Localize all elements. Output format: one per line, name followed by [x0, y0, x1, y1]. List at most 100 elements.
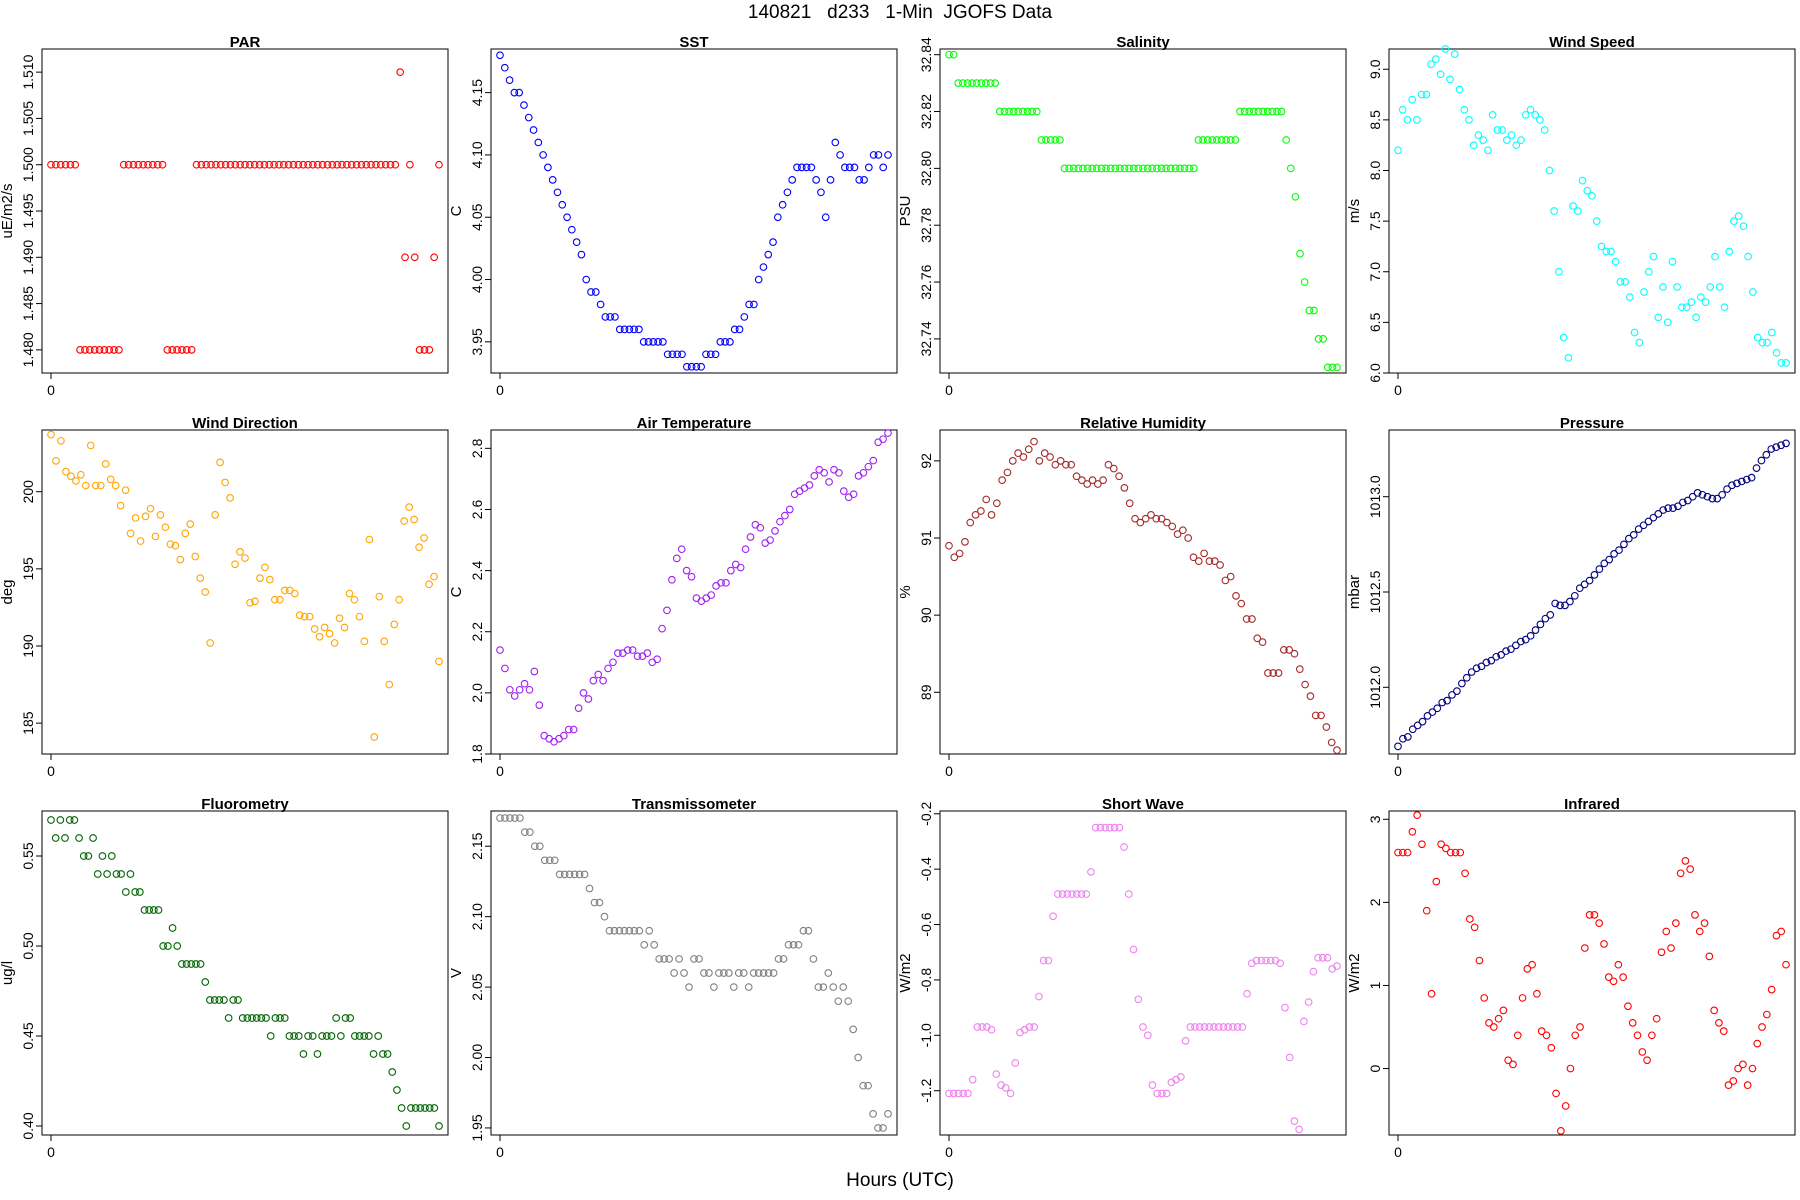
data-point [1083, 480, 1092, 488]
y-tick-label: 4.10 [469, 141, 485, 168]
data-point [1662, 927, 1671, 936]
data-point [850, 163, 859, 172]
data-point [805, 481, 814, 489]
data-point [1203, 136, 1212, 144]
y-tick-label: 1012.0 [1367, 666, 1383, 709]
data-point [154, 906, 163, 914]
data-point [1319, 335, 1327, 343]
data-point [1605, 555, 1614, 564]
data-point [1667, 944, 1675, 952]
data-point [1659, 506, 1668, 514]
data-point [1674, 502, 1682, 511]
data-point [1327, 738, 1336, 747]
data-point [1077, 890, 1086, 898]
data-point [1060, 164, 1069, 173]
data-point [231, 560, 239, 569]
data-point [126, 870, 135, 878]
data-point [572, 238, 581, 247]
data-point [971, 511, 980, 519]
data-point [998, 476, 1007, 484]
data-point [954, 79, 963, 87]
data-point [1442, 844, 1450, 853]
data-point [1698, 490, 1707, 499]
data-point [1025, 1023, 1034, 1031]
data-point [835, 468, 843, 477]
data-point [1767, 985, 1776, 994]
data-point [1065, 164, 1073, 173]
data-point [1724, 1081, 1733, 1090]
data-point [614, 649, 622, 657]
data-point [746, 533, 755, 541]
y-tick-label: 190 [20, 634, 36, 658]
plot-frame [1388, 429, 1796, 755]
data-point [530, 667, 539, 676]
data-point [1096, 823, 1105, 832]
data-point [839, 983, 848, 991]
data-point [860, 175, 868, 184]
data-point [568, 225, 576, 234]
data-point [166, 540, 175, 549]
data-point [206, 639, 215, 647]
data-point [506, 814, 514, 822]
data-point [1134, 164, 1143, 173]
data-point [106, 475, 115, 484]
plot-frame [41, 48, 449, 374]
data-point [1720, 303, 1729, 312]
data-point [879, 1124, 887, 1132]
y-tick-label: 3 [1367, 815, 1383, 823]
data-point [754, 275, 763, 284]
data-point [781, 511, 789, 520]
data-point [807, 163, 816, 172]
plot-frame [490, 810, 898, 1136]
data-point [112, 870, 121, 878]
data-point [505, 76, 514, 85]
plot-frame [939, 48, 1347, 374]
data-point [1214, 1023, 1223, 1031]
data-point [1592, 217, 1601, 225]
data-point [1222, 136, 1230, 144]
data-point [659, 337, 667, 346]
data-point [1718, 490, 1727, 499]
data-point [1300, 278, 1309, 286]
data-point [355, 612, 364, 621]
data-point [712, 582, 720, 590]
panel-short-wave: Short Wave -1.2 -1.0 -0.8 -0.6 -0.4 -0.2 W/m2 0 [897, 796, 1347, 1160]
data-point [1654, 510, 1663, 518]
data-point [61, 160, 70, 169]
data-point [672, 554, 681, 563]
data-point [815, 465, 824, 474]
data-point [187, 960, 196, 968]
data-point [789, 940, 798, 949]
data-point [406, 160, 414, 169]
data-point [793, 163, 801, 172]
data-point [415, 543, 423, 552]
data-point [420, 534, 428, 542]
data-point [1304, 998, 1313, 1006]
data-point [726, 566, 735, 575]
data-point [1467, 668, 1476, 676]
data-point [270, 595, 279, 604]
data-point [1210, 1023, 1218, 1031]
data-point [1621, 278, 1629, 286]
data-point [524, 113, 533, 122]
page-title: 140821 d233 1-Min JGOFS Data [747, 2, 1053, 23]
data-point [1042, 136, 1050, 144]
x-tick-label: 0 [47, 382, 55, 398]
data-point [1744, 252, 1752, 261]
data-point [81, 346, 89, 354]
y-tick-label: 1.495 [20, 193, 36, 228]
panel-title: Fluorometry [201, 796, 289, 813]
data-point [841, 163, 849, 172]
x-tick-label: 0 [496, 1144, 504, 1160]
data-point [1686, 865, 1695, 874]
data-point [1679, 498, 1687, 507]
data-point [845, 163, 854, 172]
data-point [76, 470, 85, 479]
data-point [131, 514, 140, 522]
data-point [879, 163, 888, 172]
data-point [1497, 651, 1505, 659]
plot-frame [41, 429, 449, 755]
data-point [1069, 164, 1078, 173]
data-point [1502, 136, 1511, 144]
